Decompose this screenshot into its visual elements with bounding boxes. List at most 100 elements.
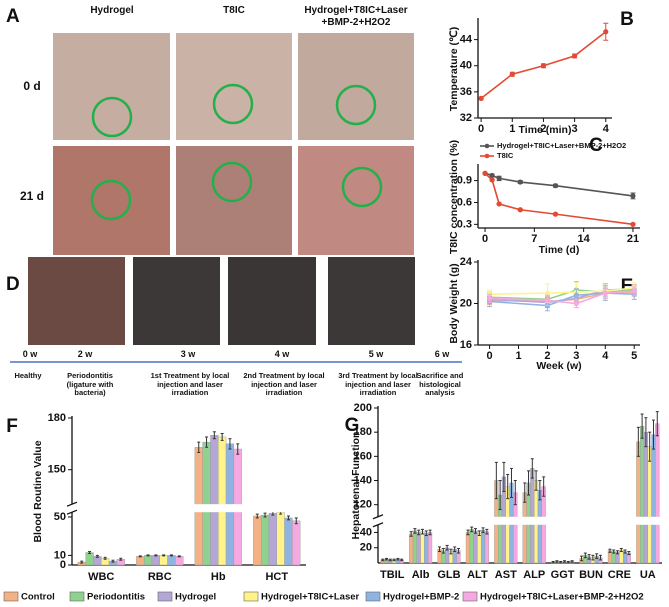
panel-label: B	[620, 9, 634, 30]
x-tick-label: 7	[531, 233, 537, 245]
photo-grid	[53, 33, 414, 255]
week-label: 2 w	[77, 349, 93, 359]
x-tick-label: 0	[478, 123, 484, 135]
row-label: 21 d	[19, 189, 44, 203]
axis-break	[66, 504, 308, 513]
y-tick-label: 10	[54, 549, 66, 561]
legend-swatch	[462, 591, 478, 602]
y-tick-label: 0.6	[457, 196, 472, 208]
y-axis-title: Temperature (℃)	[448, 27, 460, 112]
y-tick-label: 44	[460, 34, 473, 46]
column-header: Hydrogel+T8IC+Laser +BMP-2+H2O2	[304, 5, 408, 28]
data-point	[573, 300, 579, 307]
data-point	[489, 172, 495, 179]
x-tick-label: HCT	[265, 571, 288, 583]
legend-label: Hydrogel	[175, 592, 216, 603]
photo	[133, 257, 220, 345]
data-point	[552, 211, 559, 217]
y-tick-label: 0.9	[457, 174, 472, 186]
photo	[298, 146, 414, 255]
data-point	[517, 179, 523, 185]
x-tick-label: RBC	[148, 571, 172, 583]
bar	[643, 431, 648, 564]
legend-label: Control	[21, 592, 55, 603]
y-axis-title: Hepatorenal Function	[350, 432, 362, 540]
timeline-photos	[10, 257, 462, 363]
break-mark	[372, 522, 384, 528]
region-circle	[341, 166, 383, 208]
data-point	[540, 63, 547, 69]
bar	[651, 434, 656, 564]
bar	[636, 441, 641, 564]
x-axis-title: Time (d)	[539, 244, 580, 256]
stage-label: Sacrifice and histological analysis	[416, 371, 464, 398]
y-tick-label: 20	[460, 297, 472, 309]
y-tick-label: 32	[460, 112, 472, 124]
y-tick-label: 180	[48, 412, 66, 424]
data-point	[482, 170, 488, 176]
x-tick-label: UA	[640, 569, 656, 581]
data-point	[573, 292, 579, 298]
y-tick-label: 150	[48, 464, 66, 476]
bar	[268, 512, 277, 566]
x-tick-label: AST	[495, 569, 517, 581]
x-tick-label: 4	[603, 123, 610, 135]
photo	[28, 257, 125, 345]
stage-label: 2nd Treatment by local injection and las…	[243, 371, 325, 398]
bar	[427, 532, 433, 564]
bar	[292, 520, 301, 566]
panel-label: G	[345, 415, 360, 436]
panel-label: C	[589, 135, 603, 156]
data-point	[496, 201, 502, 207]
y-tick-label: 16	[460, 339, 472, 351]
legend-marker	[484, 143, 490, 149]
bar	[484, 531, 489, 564]
x-tick-label: 21	[627, 233, 639, 245]
region-circle	[335, 84, 377, 126]
bar	[420, 531, 425, 564]
legend-swatch	[157, 591, 173, 602]
y-axis-title: Body Weight (g)	[448, 263, 460, 343]
legend-label: T8IC	[497, 151, 514, 160]
photo	[53, 146, 170, 255]
panel-label: A	[6, 6, 20, 27]
bar	[167, 555, 176, 566]
bar	[136, 556, 145, 566]
legend-swatch	[69, 591, 85, 602]
data-point	[509, 71, 515, 77]
data-point	[478, 95, 484, 101]
x-tick-label: Alb	[412, 569, 430, 581]
break-mark	[66, 509, 78, 515]
legend-swatch	[3, 591, 19, 602]
bar	[159, 555, 168, 566]
bar	[640, 425, 645, 564]
legend-swatch	[365, 591, 381, 602]
column-header: Hydrogel	[90, 5, 134, 16]
x-tick-label: 4	[602, 350, 609, 362]
bar	[655, 423, 660, 564]
bar	[537, 489, 542, 564]
data-point	[602, 290, 608, 296]
stage-label: 3rd Treatment by local injection and las…	[338, 371, 418, 398]
bar	[409, 533, 414, 564]
bar	[412, 530, 418, 564]
stage-label: Healthy	[14, 371, 42, 380]
y-tick-label: 120	[354, 499, 372, 511]
x-tick-label: BUN	[579, 569, 603, 581]
data-point	[603, 29, 609, 35]
data-point	[631, 288, 637, 294]
bar	[424, 532, 429, 564]
series-line	[484, 172, 634, 197]
bar	[143, 555, 153, 566]
x-tick-label: 1	[509, 123, 515, 135]
data-point	[489, 177, 495, 183]
bar	[477, 532, 482, 564]
data-point	[552, 183, 559, 189]
data-point	[630, 193, 636, 199]
x-tick-label: GLB	[437, 569, 460, 581]
y-tick-label: 0.3	[457, 218, 472, 230]
y-tick-label: 0	[60, 559, 66, 571]
x-tick-label: ALT	[467, 569, 488, 581]
